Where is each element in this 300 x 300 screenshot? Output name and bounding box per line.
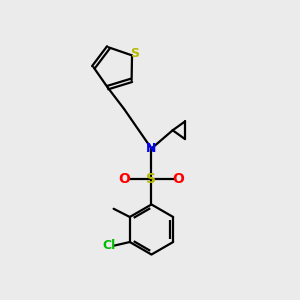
Text: S: S (146, 172, 157, 186)
Text: Cl: Cl (103, 239, 116, 252)
Text: N: N (146, 142, 157, 155)
Text: S: S (130, 47, 139, 60)
Text: O: O (119, 172, 130, 186)
Text: O: O (172, 172, 184, 186)
